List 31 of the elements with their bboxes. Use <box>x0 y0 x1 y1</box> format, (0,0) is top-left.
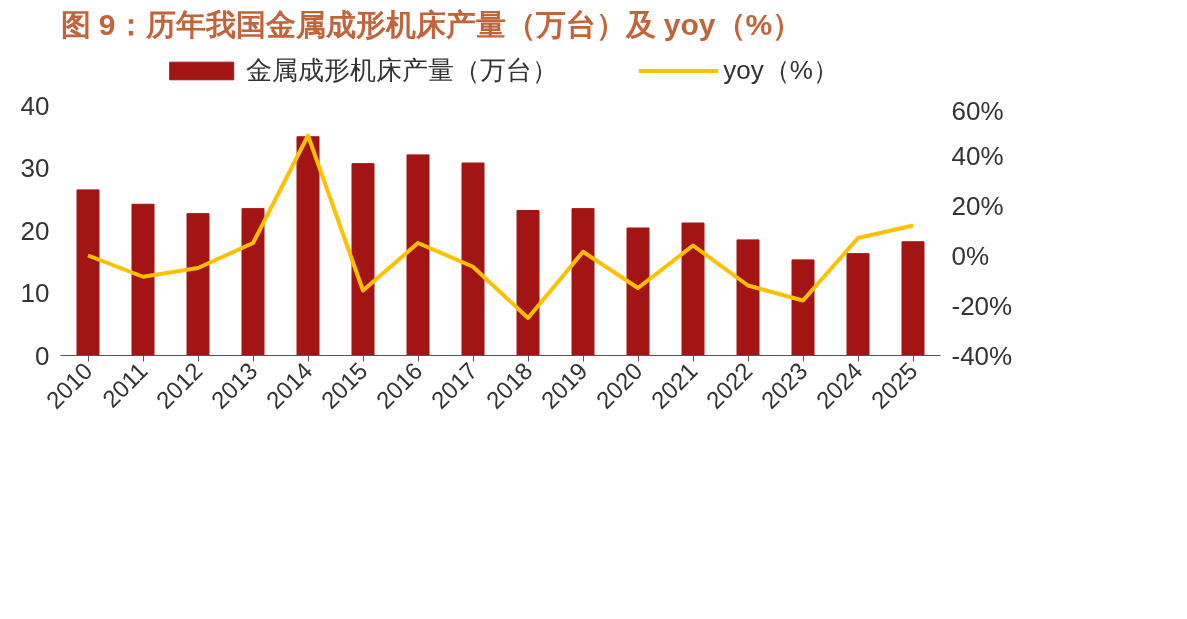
chart-title: 图 9：历年我国金属成形机床产量（万台）及 yoy（%） <box>60 7 803 41</box>
y-tick-label: 10 <box>20 278 50 308</box>
y-tick-label: 30 <box>20 153 50 183</box>
bar <box>76 189 100 356</box>
y2-tick-label: -20% <box>951 290 1013 321</box>
bar <box>626 227 650 356</box>
bar <box>901 241 925 356</box>
bar <box>406 154 430 356</box>
y2-tick-label: -40% <box>951 340 1013 371</box>
bar <box>131 203 155 356</box>
bar <box>736 239 760 356</box>
y-tick-label: 20 <box>20 215 50 246</box>
y2-tick-label: 0% <box>951 240 990 271</box>
bar <box>571 208 595 356</box>
legend-label: yoy（%） <box>723 53 839 87</box>
bar <box>516 210 540 356</box>
line-series <box>86 133 915 320</box>
bar <box>351 163 375 356</box>
bar <box>681 222 705 356</box>
bar <box>296 136 320 356</box>
bar <box>186 213 210 356</box>
y-tick-label: 40 <box>20 90 50 121</box>
y2-tick-label: 20% <box>951 190 1004 221</box>
y2-tick-label: 40% <box>951 140 1004 171</box>
y2-tick-label: 60% <box>951 95 1004 126</box>
bar <box>846 253 870 356</box>
bar <box>791 259 815 356</box>
bar <box>461 162 485 356</box>
y-tick-label: 0 <box>35 340 50 371</box>
bar <box>241 208 265 356</box>
legend-label: 金属成形机床产量（万台） <box>246 53 559 87</box>
